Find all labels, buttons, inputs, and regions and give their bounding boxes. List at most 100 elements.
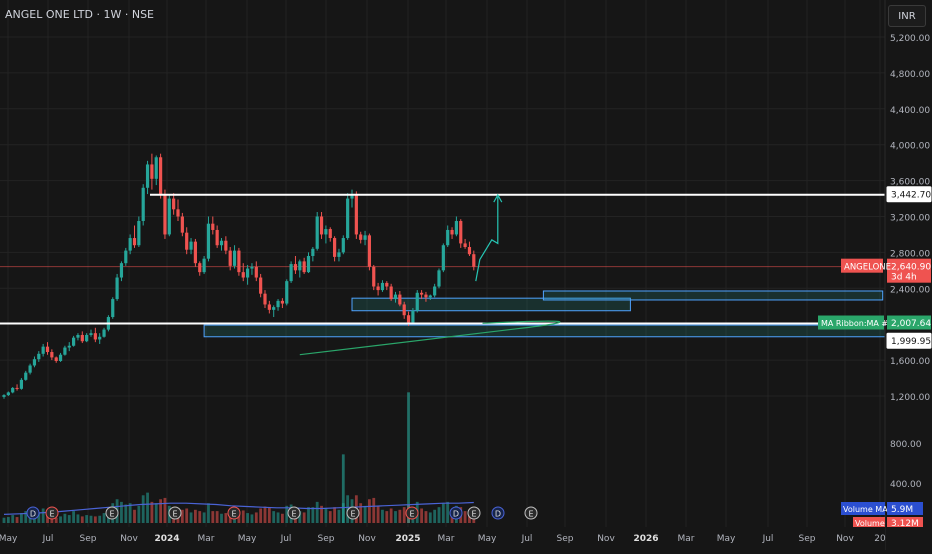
candle-body bbox=[437, 270, 441, 287]
volume-bar bbox=[333, 507, 336, 523]
candle-body bbox=[346, 198, 350, 239]
candle-body bbox=[341, 238, 345, 253]
candle-body bbox=[32, 359, 37, 366]
event-marker[interactable] bbox=[449, 506, 463, 520]
event-marker[interactable] bbox=[405, 506, 419, 520]
volume-bar bbox=[67, 515, 71, 523]
candle-body bbox=[180, 216, 184, 233]
candle-body bbox=[315, 216, 319, 249]
candle-body bbox=[58, 354, 63, 361]
candle-body bbox=[280, 300, 284, 304]
candle-body bbox=[198, 263, 202, 273]
volume-bar bbox=[433, 509, 437, 523]
candle-body bbox=[219, 240, 224, 246]
time-axis-label: May bbox=[0, 534, 18, 544]
volume-bar bbox=[250, 514, 254, 523]
volume-bar bbox=[41, 508, 45, 523]
event-marker[interactable] bbox=[467, 506, 481, 520]
volume-bar bbox=[93, 516, 97, 523]
symbol-tag-box bbox=[841, 258, 883, 273]
candle-body bbox=[272, 307, 276, 310]
candle-body bbox=[111, 299, 115, 318]
event-marker-label: D bbox=[30, 510, 36, 519]
volume-bar bbox=[298, 511, 302, 523]
volume-bar bbox=[241, 510, 245, 523]
volume-bar bbox=[85, 515, 89, 523]
volume-bar bbox=[420, 508, 423, 523]
currency-button[interactable]: INR bbox=[888, 5, 926, 27]
candle-body bbox=[128, 238, 132, 251]
volume-bar bbox=[368, 499, 371, 523]
volume-bar bbox=[346, 495, 350, 523]
candle-body bbox=[354, 194, 358, 235]
volume-bar bbox=[133, 509, 136, 523]
candle-body bbox=[89, 333, 93, 335]
symbol-title[interactable]: ANGEL ONE LTD · 1W · NSE bbox=[5, 8, 155, 21]
candle-body bbox=[224, 240, 228, 251]
zone-box bbox=[203, 324, 932, 338]
candle-body bbox=[189, 241, 193, 250]
price-axis-tick-label: 1,200.00 bbox=[890, 393, 930, 403]
time-axis-panel bbox=[0, 527, 885, 550]
volume-bar bbox=[441, 503, 445, 523]
event-marker[interactable] bbox=[346, 506, 360, 520]
volume-bar bbox=[2, 517, 6, 523]
candle-body bbox=[259, 277, 263, 294]
candle-body bbox=[6, 392, 10, 396]
candle-body bbox=[289, 264, 293, 282]
volume-bar bbox=[254, 512, 258, 523]
zone-box bbox=[351, 297, 631, 312]
volume-bar bbox=[63, 513, 67, 523]
volume-bar bbox=[20, 513, 23, 523]
ma-ribbon-value: 2,007.64 bbox=[891, 319, 931, 329]
event-marker[interactable] bbox=[524, 506, 538, 520]
volume-bar bbox=[246, 513, 249, 523]
candle-body bbox=[267, 304, 271, 310]
volume-bar bbox=[315, 501, 319, 523]
volume-bar bbox=[372, 497, 376, 523]
candle-body bbox=[285, 281, 289, 304]
event-marker-label: D bbox=[453, 510, 459, 519]
volume-bar bbox=[50, 516, 54, 523]
candle-body bbox=[402, 304, 406, 316]
event-marker[interactable] bbox=[491, 506, 505, 520]
price-axis-tick-label: 5,200.00 bbox=[890, 34, 930, 44]
event-marker[interactable] bbox=[26, 506, 40, 520]
volume-bar bbox=[428, 512, 432, 523]
volume-bar bbox=[363, 505, 367, 523]
event-marker[interactable] bbox=[168, 506, 182, 520]
volume-bar bbox=[311, 507, 315, 523]
candle-body bbox=[389, 286, 393, 300]
candle-body bbox=[293, 264, 298, 271]
candle-body bbox=[380, 282, 385, 291]
candle-body bbox=[350, 194, 354, 199]
time-axis-label: Jul bbox=[521, 534, 533, 544]
time-axis-label: Jul bbox=[42, 534, 54, 544]
volume-bar bbox=[220, 513, 223, 523]
volume-bar bbox=[398, 509, 402, 523]
candle-body bbox=[159, 157, 163, 195]
candle-body bbox=[202, 258, 206, 273]
event-marker[interactable] bbox=[45, 506, 59, 520]
candle-body bbox=[450, 229, 454, 235]
time-axis-label: May bbox=[238, 534, 257, 544]
volume-bar bbox=[15, 517, 19, 523]
event-marker[interactable] bbox=[105, 506, 119, 520]
candle-body bbox=[319, 216, 324, 235]
candle-body bbox=[459, 220, 463, 244]
candle-body bbox=[376, 286, 380, 291]
event-marker-label: E bbox=[109, 510, 114, 519]
candle-body bbox=[411, 310, 415, 323]
zone-box bbox=[542, 290, 884, 301]
event-marker[interactable] bbox=[287, 506, 301, 520]
price-axis-tick-label: 2,800.00 bbox=[890, 249, 930, 259]
candle-body bbox=[185, 232, 189, 250]
candle-body bbox=[333, 238, 337, 257]
volume-bar bbox=[281, 513, 284, 523]
candle-body bbox=[72, 337, 76, 346]
event-marker-label: D bbox=[495, 510, 501, 519]
event-marker[interactable] bbox=[227, 506, 241, 520]
